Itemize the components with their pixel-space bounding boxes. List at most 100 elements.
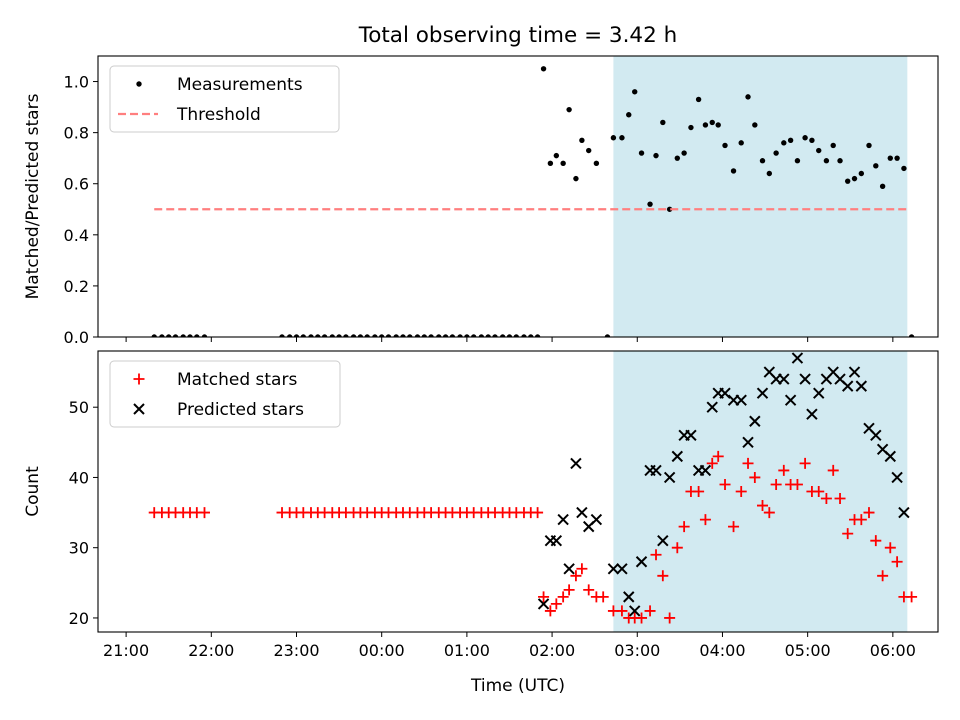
matched-star-point xyxy=(657,570,669,582)
predicted-star-point xyxy=(550,534,563,547)
measurement-point xyxy=(372,334,378,337)
measurement-point xyxy=(745,94,751,100)
measurement-point xyxy=(308,334,314,337)
measurement-point xyxy=(499,334,506,337)
measurement-point xyxy=(823,158,830,164)
measurement-point xyxy=(449,334,456,337)
matched-star-point xyxy=(791,478,803,490)
predicted-star-point xyxy=(841,380,854,392)
predicted-star-point xyxy=(749,415,761,427)
matched-star-point xyxy=(563,584,575,596)
measurement-point xyxy=(837,158,843,164)
matched-star-point xyxy=(616,605,628,617)
matched-star-point xyxy=(671,542,683,554)
predicted-star-point xyxy=(848,366,861,378)
predicted-star-point xyxy=(590,513,603,526)
measurement-point xyxy=(781,140,787,146)
predicted-star-point xyxy=(855,380,868,392)
measurement-point xyxy=(660,119,666,126)
measurement-point xyxy=(180,334,186,337)
top-ytick-label: 0.2 xyxy=(64,277,89,296)
predicted-star-point xyxy=(870,429,882,442)
top-legend-box xyxy=(109,65,340,133)
measurement-point xyxy=(385,334,392,337)
measurement-point xyxy=(647,201,653,207)
top-plot-area xyxy=(151,66,915,337)
predicted-star-point xyxy=(650,464,662,477)
bottom-legend-box xyxy=(109,360,341,428)
matched-star-point xyxy=(877,570,889,582)
measurement-point xyxy=(321,334,328,337)
measurement-point xyxy=(293,334,300,337)
matched-star-point xyxy=(834,493,846,505)
top-series-measurements xyxy=(151,66,915,337)
measurement-point xyxy=(851,175,858,182)
xtick-label: 01:00 xyxy=(444,641,490,660)
measurement-point xyxy=(513,334,519,337)
measurement-point xyxy=(400,334,406,337)
measurement-point xyxy=(722,142,728,149)
predicted-star-point xyxy=(891,471,903,484)
matched-star-point xyxy=(644,605,656,617)
legend-matched-swatch xyxy=(133,373,145,385)
measurement-point xyxy=(378,334,385,337)
bottom-panel: 20 30 40 50 21:00 22:00 23:00 00:00 01:00 02:00 03… xyxy=(23,350,939,696)
bottom-series-matched-stars xyxy=(148,450,918,624)
top-ytick-label: 0.4 xyxy=(64,226,89,245)
matched-star-point xyxy=(678,521,690,533)
measurement-point xyxy=(802,135,808,141)
measurement-point xyxy=(752,122,758,128)
measurement-point xyxy=(632,89,638,95)
predicted-star-point xyxy=(623,591,635,603)
top-ytick-label: 1.0 xyxy=(64,73,89,92)
matched-star-point xyxy=(770,478,782,490)
measurement-point xyxy=(695,96,702,103)
bottom-axes-frame xyxy=(97,350,939,633)
measurement-point xyxy=(350,334,357,337)
matched-star-point xyxy=(842,528,854,540)
measurement-point xyxy=(151,334,157,337)
top-observing-span xyxy=(613,56,908,337)
matched-star-point xyxy=(757,500,769,512)
predicted-star-point xyxy=(784,394,797,406)
measurement-point xyxy=(187,334,193,337)
matched-star-point xyxy=(693,486,705,497)
measurement-point xyxy=(738,140,744,146)
measurement-point xyxy=(773,150,779,156)
measurement-point xyxy=(709,119,715,126)
xlabel: Time (UTC) xyxy=(470,676,565,696)
predicted-star-point xyxy=(799,373,811,385)
measurement-point xyxy=(286,334,293,337)
predicted-star-point xyxy=(635,556,648,568)
measurement-point xyxy=(858,170,865,177)
measurement-point xyxy=(166,334,172,337)
matched-star-point xyxy=(763,507,775,519)
measurement-point xyxy=(478,334,485,337)
matched-star-point xyxy=(728,521,740,533)
measurement-point xyxy=(464,334,470,337)
matched-star-point xyxy=(884,542,896,554)
measurement-point xyxy=(428,334,434,337)
matched-star-point xyxy=(664,612,676,624)
measurement-point xyxy=(610,135,617,141)
measurement-point xyxy=(414,334,421,337)
measurement-point xyxy=(159,334,165,337)
measurement-point xyxy=(573,175,579,182)
measurement-point xyxy=(436,334,442,337)
measurement-point xyxy=(300,334,307,337)
matched-star-point xyxy=(742,457,754,469)
predicted-star-point xyxy=(806,408,818,420)
bottom-legend-label: Matched stars xyxy=(177,370,297,390)
matched-star-point xyxy=(532,507,544,519)
measurement-point xyxy=(336,334,342,337)
matched-star-point xyxy=(735,486,747,497)
figure-title: Total observing time = 3.42 h xyxy=(358,23,678,48)
matched-star-point xyxy=(813,486,825,497)
measurement-point xyxy=(315,334,321,337)
legend-measurement-swatch xyxy=(136,81,142,87)
measurement-point xyxy=(638,150,645,156)
measurement-point xyxy=(471,334,477,337)
measurement-point xyxy=(873,163,879,169)
measurement-point xyxy=(586,147,592,154)
predicted-star-point xyxy=(719,387,731,399)
